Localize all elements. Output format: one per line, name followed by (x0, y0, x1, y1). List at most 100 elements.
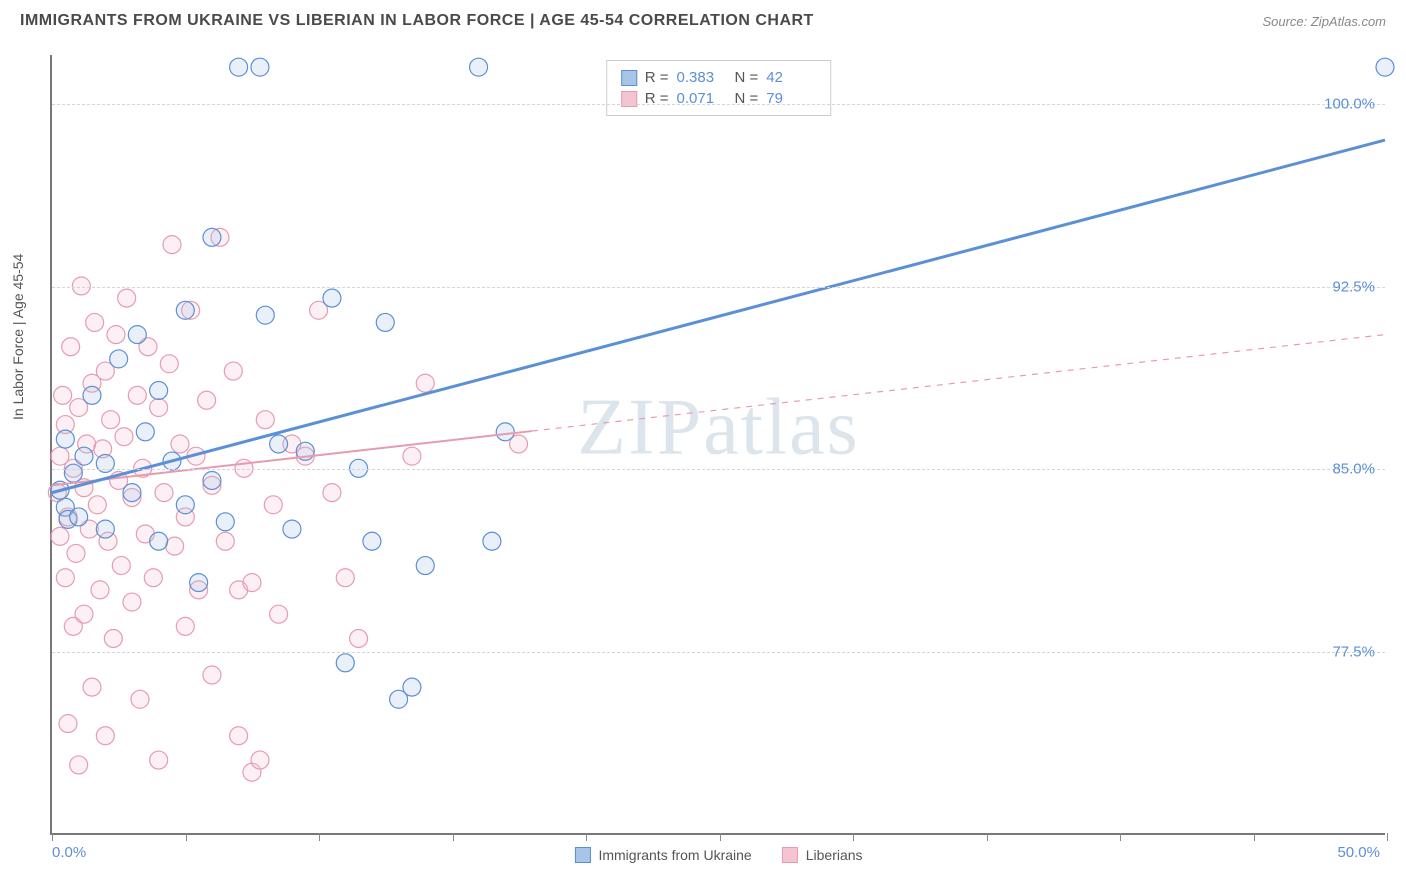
data-point (70, 508, 88, 526)
data-point (150, 382, 168, 400)
data-point (54, 386, 72, 404)
gridline (52, 104, 1385, 105)
gridline (52, 652, 1385, 653)
data-point (102, 411, 120, 429)
chart-title: IMMIGRANTS FROM UKRAINE VS LIBERIAN IN L… (20, 12, 814, 30)
data-point (160, 355, 178, 373)
data-point (203, 471, 221, 489)
x-axis-max-label: 50.0% (1337, 844, 1380, 861)
data-point (59, 715, 77, 733)
data-point (251, 751, 269, 769)
correlation-legend: R = 0.383 N = 42 R = 0.071 N = 79 (606, 60, 832, 116)
data-point (128, 386, 146, 404)
data-point (171, 435, 189, 453)
series-legend: Immigrants from Ukraine Liberians (574, 847, 862, 863)
data-point (56, 430, 74, 448)
data-point (323, 289, 341, 307)
data-point (283, 520, 301, 538)
x-tick (1120, 833, 1121, 841)
data-point (176, 496, 194, 514)
data-point (150, 751, 168, 769)
data-point (136, 423, 154, 441)
y-tick-label: 92.5% (1332, 278, 1375, 295)
legend-row-liberians: R = 0.071 N = 79 (621, 88, 817, 109)
data-point (176, 301, 194, 319)
data-point (83, 678, 101, 696)
data-point (107, 326, 125, 344)
data-point (483, 532, 501, 550)
data-point (166, 537, 184, 555)
y-tick-label: 77.5% (1332, 644, 1375, 661)
data-point (118, 289, 136, 307)
x-tick (1254, 833, 1255, 841)
gridline (52, 469, 1385, 470)
data-point (403, 447, 421, 465)
data-point (470, 58, 488, 76)
data-point (256, 306, 274, 324)
swatch-ukraine-icon (574, 847, 590, 863)
data-point (83, 386, 101, 404)
legend-label-ukraine: Immigrants from Ukraine (598, 847, 751, 863)
data-point (123, 484, 141, 502)
data-point (86, 313, 104, 331)
data-point (363, 532, 381, 550)
r-label: R = (645, 69, 669, 86)
data-point (251, 58, 269, 76)
data-point (91, 581, 109, 599)
data-point (115, 428, 133, 446)
data-point (128, 326, 146, 344)
data-point (64, 464, 82, 482)
data-point (75, 447, 93, 465)
data-point (376, 313, 394, 331)
x-tick (720, 833, 721, 841)
x-tick (987, 833, 988, 841)
data-point (216, 532, 234, 550)
n-value-ukraine: 42 (766, 69, 816, 86)
data-point (176, 617, 194, 635)
n-label: N = (735, 69, 759, 86)
swatch-liberians-icon (782, 847, 798, 863)
data-point (230, 58, 248, 76)
legend-label-liberians: Liberians (806, 847, 863, 863)
data-point (270, 435, 288, 453)
data-point (144, 569, 162, 587)
data-point (1376, 58, 1394, 76)
trend-line (52, 140, 1385, 493)
data-point (67, 544, 85, 562)
data-point (230, 727, 248, 745)
data-point (416, 557, 434, 575)
x-axis-min-label: 0.0% (52, 844, 86, 861)
data-point (203, 228, 221, 246)
source-attribution: Source: ZipAtlas.com (1262, 14, 1386, 29)
data-point (96, 520, 114, 538)
data-point (416, 374, 434, 392)
swatch-ukraine (621, 70, 637, 86)
data-point (163, 236, 181, 254)
data-point (123, 593, 141, 611)
data-point (350, 459, 368, 477)
data-point (224, 362, 242, 380)
r-value-ukraine: 0.383 (677, 69, 727, 86)
data-point (62, 338, 80, 356)
data-point (256, 411, 274, 429)
y-tick-label: 100.0% (1324, 95, 1375, 112)
x-tick (319, 833, 320, 841)
data-point (131, 690, 149, 708)
chart-svg (52, 55, 1385, 833)
gridline (52, 287, 1385, 288)
data-point (150, 532, 168, 550)
data-point (75, 605, 93, 623)
y-axis-label: In Labor Force | Age 45-54 (10, 254, 26, 420)
data-point (88, 496, 106, 514)
legend-item-ukraine: Immigrants from Ukraine (574, 847, 751, 863)
legend-row-ukraine: R = 0.383 N = 42 (621, 67, 817, 88)
data-point (96, 727, 114, 745)
legend-item-liberians: Liberians (782, 847, 863, 863)
data-point (336, 654, 354, 672)
data-point (390, 690, 408, 708)
data-point (243, 574, 261, 592)
data-point (323, 484, 341, 502)
data-point (203, 666, 221, 684)
data-point (336, 569, 354, 587)
data-point (51, 527, 69, 545)
